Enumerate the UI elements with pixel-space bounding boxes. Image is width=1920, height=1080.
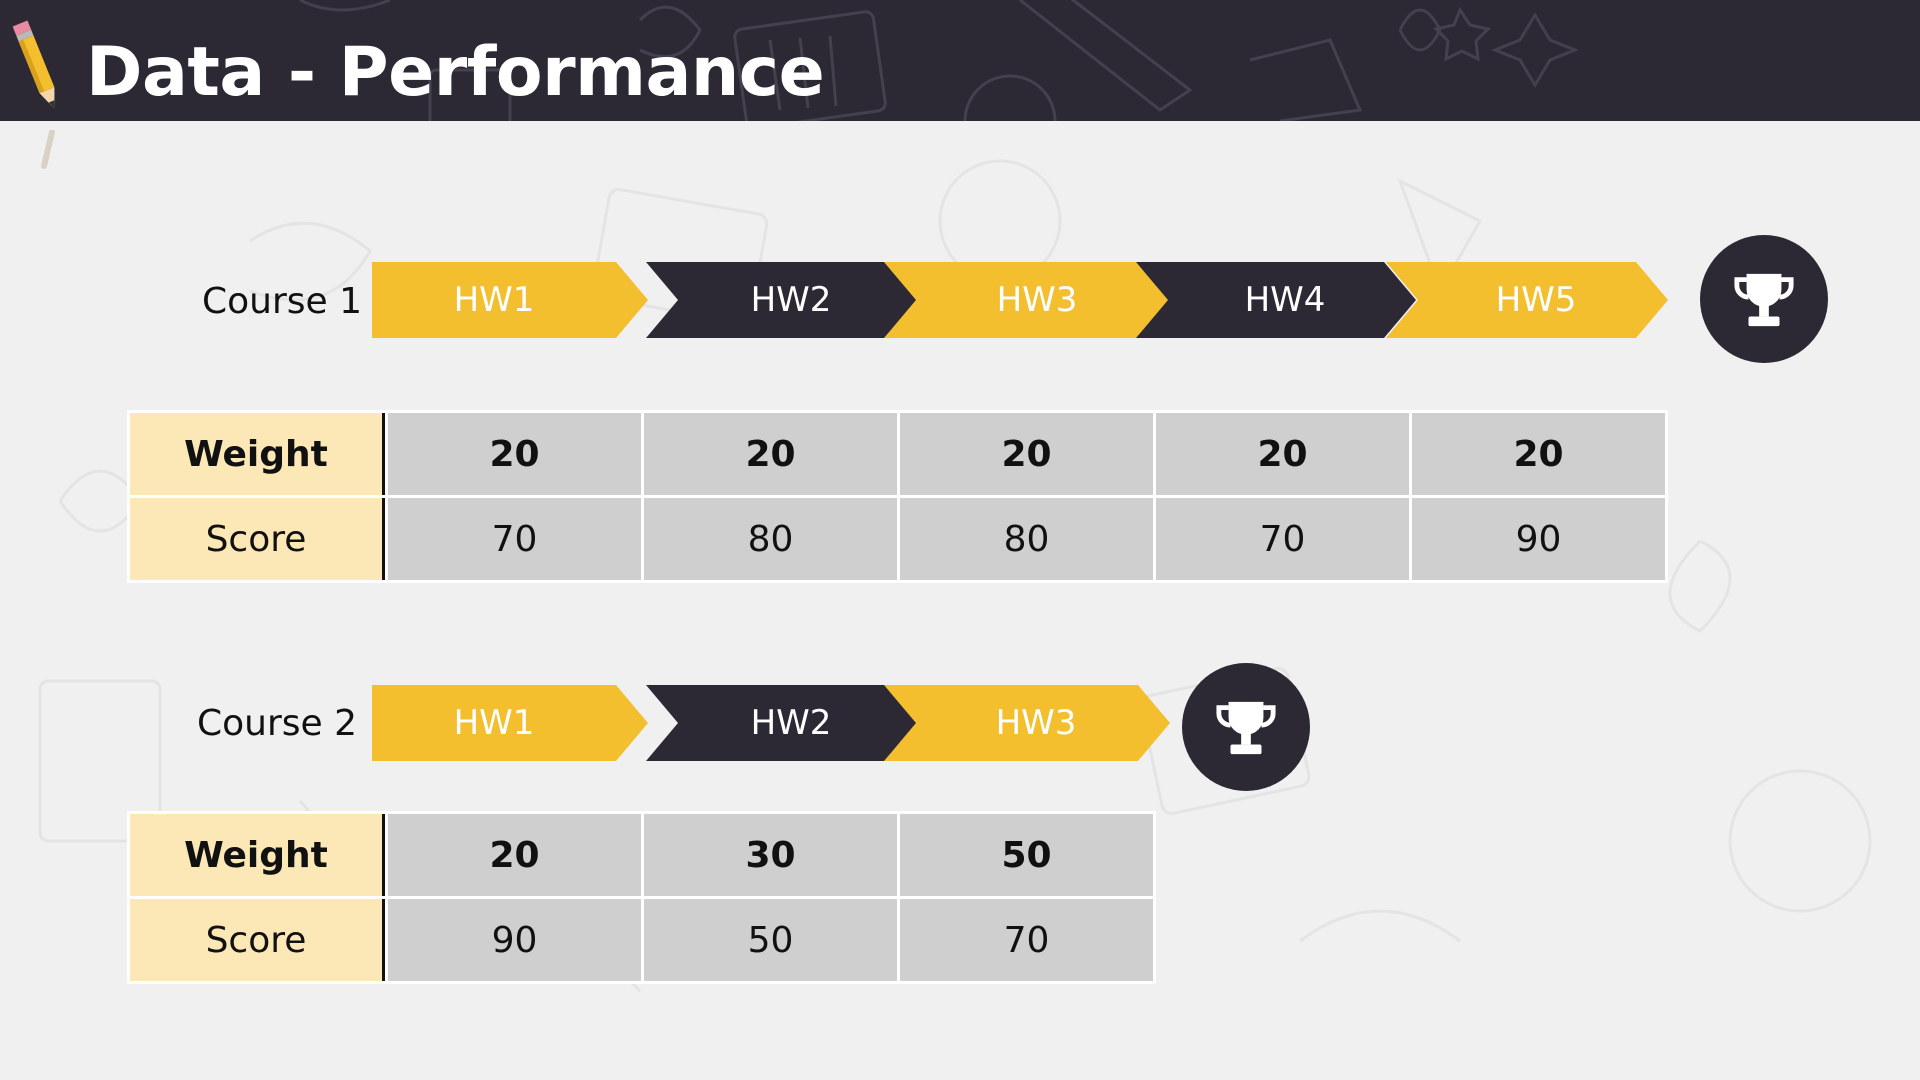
course-1-score-hw3: 80 <box>900 498 1153 580</box>
course-1-score-row: Score 70 80 80 70 90 <box>130 498 1665 580</box>
page-title: Data - Performance <box>86 33 825 112</box>
course-2-score-row: Score 90 50 70 <box>130 899 1153 981</box>
pencil-shadow <box>41 130 55 169</box>
course-1-hw3-step: HW3 <box>884 262 1172 338</box>
course-2-hw3-step: HW3 <box>884 685 1170 761</box>
course-1-score-hw2: 80 <box>644 498 897 580</box>
course-1-table: Weight 20 20 20 20 20 Score 70 80 80 70 … <box>127 410 1668 583</box>
course-1-score-hw4: 70 <box>1156 498 1409 580</box>
header-bar: Data - Performance <box>0 0 1920 121</box>
course-1-trophy-badge <box>1700 235 1828 363</box>
trophy-icon <box>1216 701 1276 755</box>
course-2-weight-hw2: 30 <box>644 814 897 896</box>
course-2-score-hw2: 50 <box>644 899 897 981</box>
course-1-hw5-step: HW5 <box>1386 262 1668 338</box>
course-1-hw4-step: HW4 <box>1136 262 1416 338</box>
course-1-hw1-step: HW1 <box>372 262 648 338</box>
course-2-weight-hw1: 20 <box>388 814 641 896</box>
course-2-weight-label: Weight <box>130 814 385 896</box>
course-1-weight-label: Weight <box>130 413 385 495</box>
course-1-weight-hw2: 20 <box>644 413 897 495</box>
course-1-score-label: Score <box>130 498 385 580</box>
course-1-score-hw5: 90 <box>1412 498 1665 580</box>
course-1-weight-hw4: 20 <box>1156 413 1409 495</box>
course-2-hw1-step: HW1 <box>372 685 648 761</box>
course-1-weight-row: Weight 20 20 20 20 20 <box>130 413 1665 495</box>
course-2-trophy-badge <box>1182 663 1310 791</box>
header-doodles <box>299 0 1580 121</box>
course-1-weight-hw1: 20 <box>388 413 641 495</box>
course-1-hw2-step: HW2 <box>646 262 918 338</box>
course-1-label: Course 1 <box>202 281 363 322</box>
course-2-label: Course 2 <box>197 703 358 744</box>
course-1-weight-hw5: 20 <box>1412 413 1665 495</box>
course-1-score-hw1: 70 <box>388 498 641 580</box>
course-2-weight-hw3: 50 <box>900 814 1153 896</box>
course-1-weight-hw3: 20 <box>900 413 1153 495</box>
course-2-hw2-step: HW2 <box>646 685 918 761</box>
course-2-score-label: Score <box>130 899 385 981</box>
course-2-table: Weight 20 30 50 Score 90 50 70 <box>127 811 1156 984</box>
course-2-score-hw1: 90 <box>388 899 641 981</box>
pencil-icon <box>12 20 55 109</box>
course-2-weight-row: Weight 20 30 50 <box>130 814 1153 896</box>
trophy-icon <box>1734 273 1794 327</box>
course-2-score-hw3: 70 <box>900 899 1153 981</box>
